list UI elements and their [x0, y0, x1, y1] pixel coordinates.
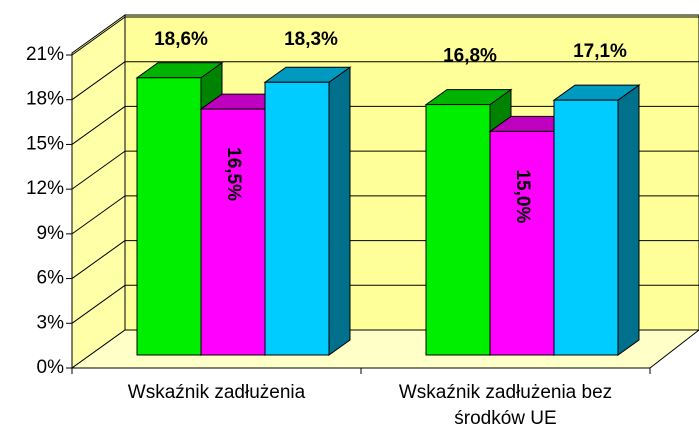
value-label: 15,0%	[512, 169, 533, 223]
grid-line	[71, 284, 126, 324]
bar	[489, 130, 555, 356]
y-tick-label: 6%	[37, 268, 65, 289]
x-tick-label: Wskaźnik zadłużenia bez środków UE	[398, 382, 613, 429]
y-tick-label: 12%	[26, 178, 64, 199]
bar	[200, 108, 266, 356]
grid-line	[71, 16, 126, 56]
x-tick-label: Wskaźnik zadłużenia	[127, 382, 306, 403]
value-label: 16,8%	[443, 46, 497, 67]
grid-line	[71, 106, 126, 145]
grid-line	[71, 61, 126, 101]
bar	[425, 104, 491, 356]
bar-side	[617, 84, 640, 356]
y-tick-label: 0%	[37, 357, 65, 378]
grid-line	[71, 195, 126, 235]
grid-line	[71, 150, 126, 190]
y-tick-label: 18%	[26, 89, 64, 110]
value-label: 17,1%	[573, 41, 627, 62]
y-tick-label: 9%	[37, 223, 65, 244]
y-tick-label: 21%	[26, 44, 64, 65]
y-tick-label: 15%	[26, 133, 64, 154]
bar	[264, 81, 330, 356]
bar	[553, 99, 619, 356]
value-label: 16,5%	[223, 147, 244, 201]
y-tick-label: 3%	[37, 312, 65, 333]
grid-line	[71, 240, 126, 279]
bar	[136, 77, 202, 356]
value-label: 18,6%	[154, 29, 208, 50]
bar-side	[328, 66, 351, 356]
value-label: 18,3%	[284, 29, 338, 50]
